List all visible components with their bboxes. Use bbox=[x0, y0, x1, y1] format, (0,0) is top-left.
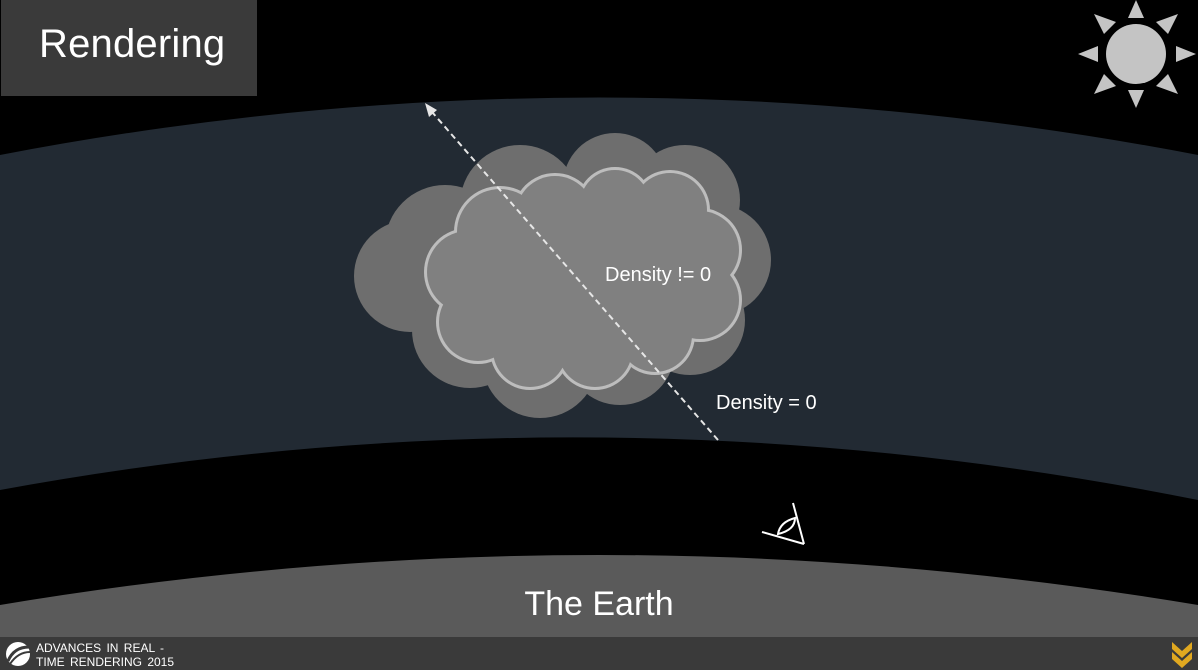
studio-logo-icon bbox=[1172, 642, 1192, 668]
sun-icon bbox=[1078, 0, 1196, 108]
title-box: Rendering bbox=[1, 0, 257, 96]
earth-surface bbox=[0, 555, 1198, 637]
footer-bar: ADVANCES IN REAL - TIME RENDERING 2015 bbox=[0, 637, 1198, 670]
footer-caption-line-2: TIME RENDERING 2015 bbox=[36, 655, 175, 669]
cloud-inner-region bbox=[424, 167, 742, 390]
conference-logo-icon bbox=[6, 642, 31, 666]
earth-label: The Earth bbox=[524, 585, 674, 623]
density-nonzero-label: Density != 0 bbox=[605, 264, 712, 286]
view-ray bbox=[431, 111, 719, 441]
view-ray-arrowhead bbox=[425, 103, 437, 117]
density-zero-label: Density = 0 bbox=[716, 392, 817, 414]
slide-title: Rendering bbox=[39, 22, 226, 66]
eye-icon bbox=[761, 502, 805, 545]
footer-caption: ADVANCES IN REAL - TIME RENDERING 2015 bbox=[36, 641, 174, 669]
footer-caption-line-1: ADVANCES IN REAL - bbox=[36, 641, 165, 655]
